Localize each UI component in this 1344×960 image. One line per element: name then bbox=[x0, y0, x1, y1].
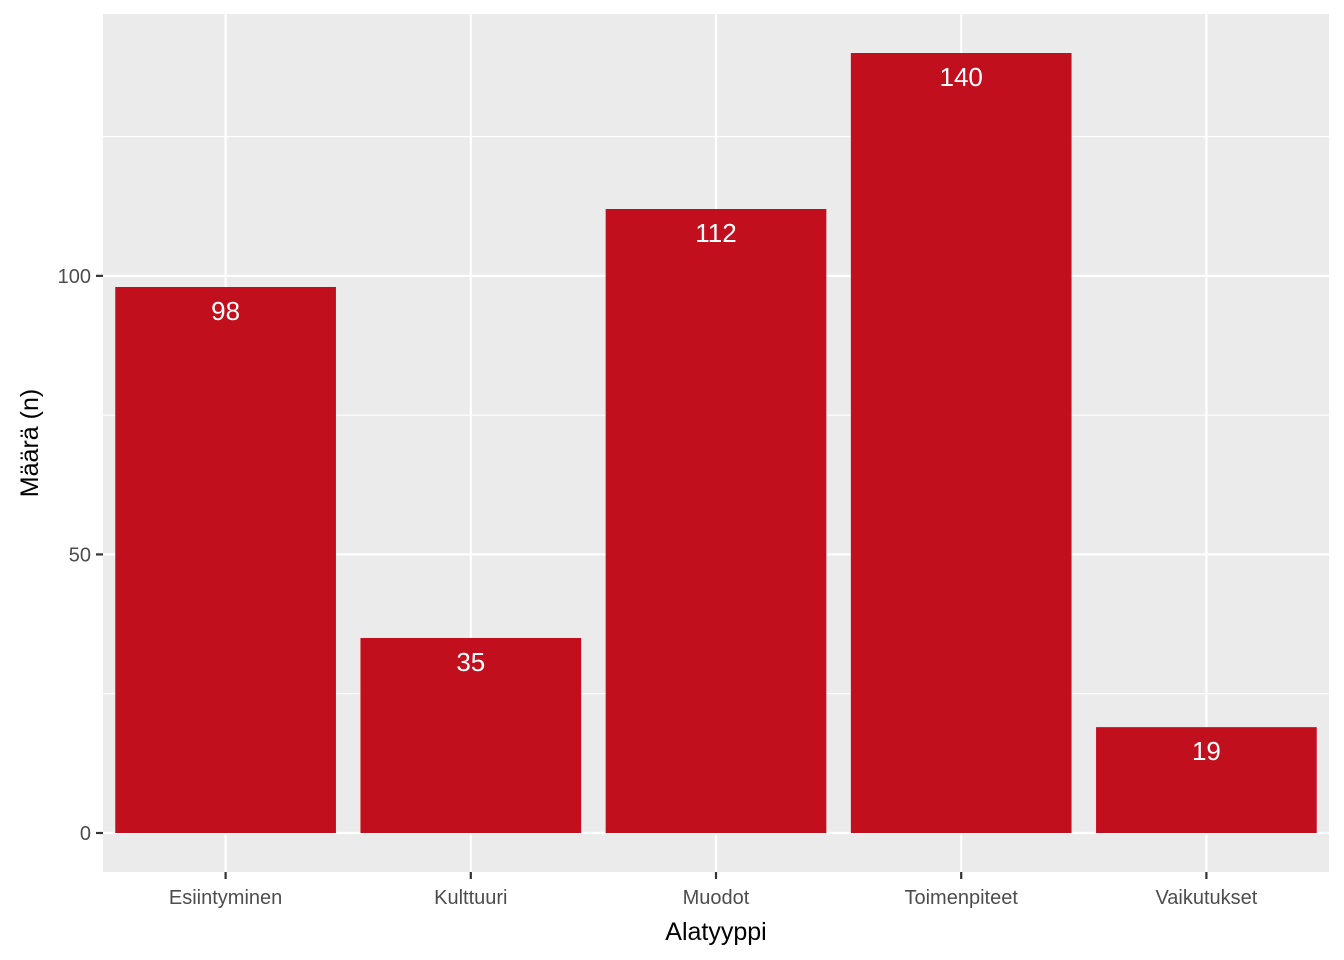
bar-value-labels: 98 35 112 140 19 bbox=[211, 62, 1221, 766]
bar-value-label: 98 bbox=[211, 296, 240, 326]
bar bbox=[115, 287, 336, 833]
y-tick-label: 0 bbox=[80, 823, 91, 845]
bar-value-label: 140 bbox=[940, 62, 983, 92]
x-tick-label: Vaikutukset bbox=[1155, 887, 1257, 909]
x-axis-title: Alatyyppi bbox=[665, 918, 766, 946]
x-tick-label: Toimenpiteet bbox=[904, 887, 1018, 909]
bar bbox=[1096, 727, 1317, 833]
bars bbox=[115, 53, 1317, 833]
y-tick-label: 50 bbox=[69, 544, 91, 566]
bar bbox=[850, 53, 1072, 833]
bar-value-label: 35 bbox=[456, 647, 485, 677]
bar-value-label: 112 bbox=[695, 218, 736, 248]
x-tick-label: Esiintyminen bbox=[169, 887, 282, 909]
bar bbox=[360, 638, 582, 833]
x-axis: Esiintyminen Kulttuuri Muodot Toimenpiteet V… bbox=[169, 872, 1258, 909]
bar-value-label: 19 bbox=[1192, 736, 1221, 766]
y-axis: 0 50 100 bbox=[58, 266, 103, 845]
y-axis-title: Määrä (n) bbox=[16, 389, 44, 497]
bar bbox=[605, 209, 827, 833]
x-tick-label: Muodot bbox=[683, 887, 750, 909]
y-tick-label: 100 bbox=[58, 266, 91, 288]
x-tick-label: Kulttuuri bbox=[434, 887, 507, 909]
